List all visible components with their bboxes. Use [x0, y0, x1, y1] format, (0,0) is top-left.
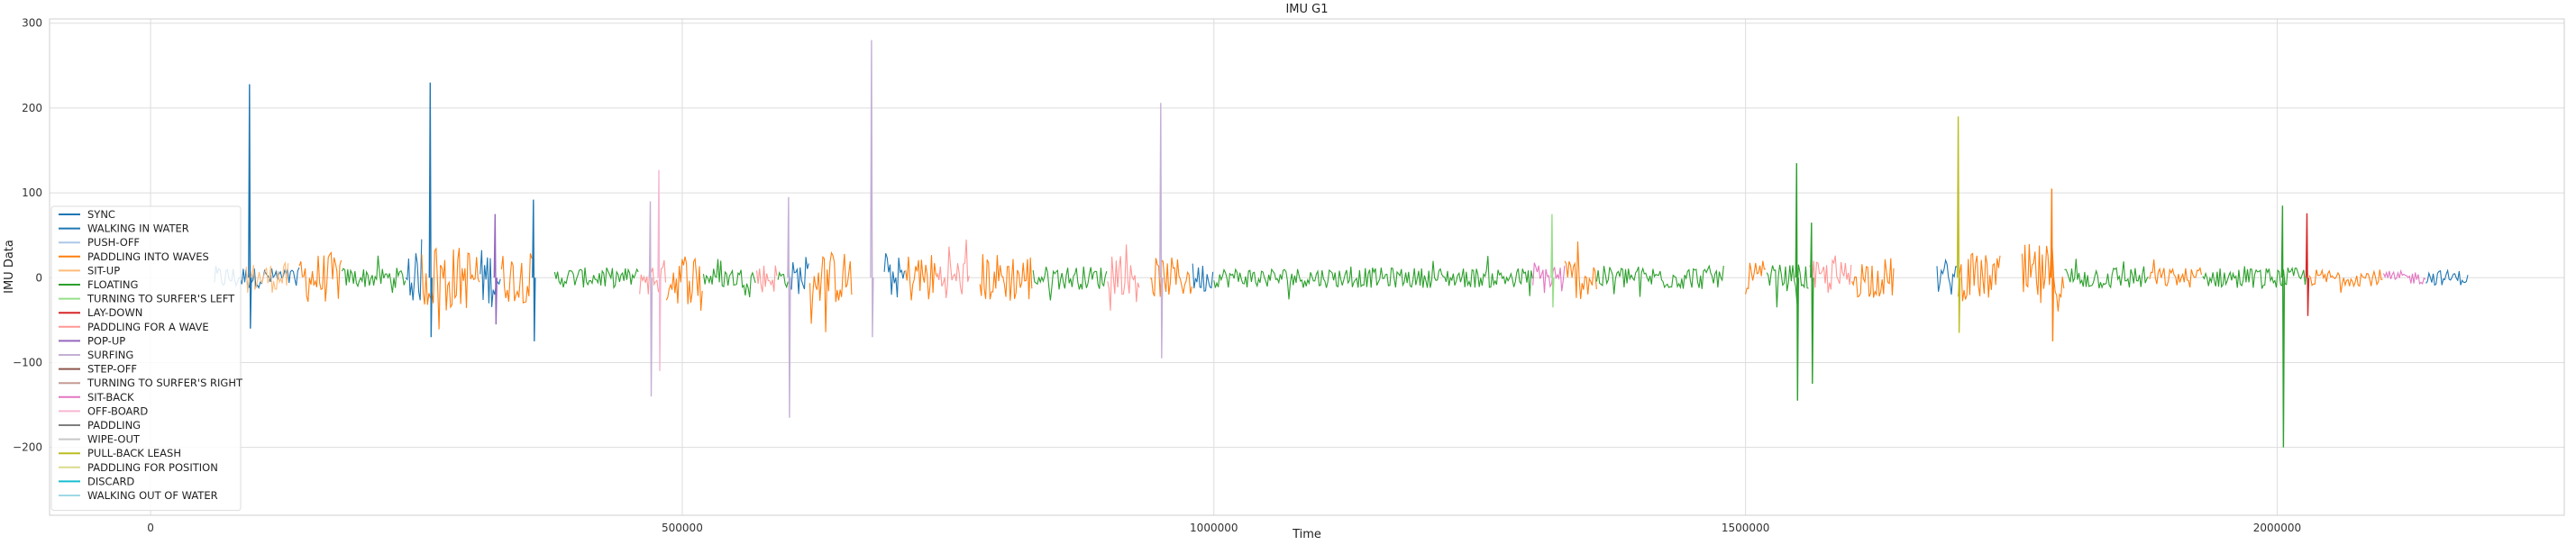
plot-frame	[49, 18, 2565, 516]
legend-label: PADDLING INTO WAVES	[87, 250, 209, 263]
series-segment-line	[1809, 255, 1852, 294]
series-segment-line	[755, 265, 778, 293]
y-tick-label: 100	[22, 186, 42, 199]
series-segment-line	[1107, 244, 1140, 311]
series-spike-line	[657, 169, 662, 371]
x-axis-label: Time	[1292, 528, 1321, 541]
series-segment-line	[2382, 268, 2426, 286]
y-tick-label: 300	[22, 17, 42, 30]
series-spike-line	[1795, 163, 1799, 401]
series-segment-line	[883, 253, 906, 298]
y-tick-label: −100	[13, 356, 42, 368]
series-segment-line	[905, 255, 938, 301]
legend-label: PULL-BACK LEASH	[87, 447, 181, 459]
series-segment-line	[1150, 257, 1192, 297]
series-spike-line	[1810, 223, 1814, 385]
y-axis-label: IMU Data	[3, 240, 16, 294]
legend-label: PADDLING FOR A WAVE	[87, 321, 209, 333]
legend-label: WALKING OUT OF WATER	[87, 489, 218, 502]
legend-label: PADDLING FOR POSITION	[87, 461, 218, 474]
legend-label: TURNING TO SURFER'S LEFT	[87, 293, 235, 305]
series-spike-line	[648, 201, 653, 397]
x-axis-ticks: 0 500000 1000000 1500000 2000000	[147, 522, 2301, 534]
legend-label: SIT-UP	[87, 264, 120, 277]
legend-label: PUSH-OFF	[87, 236, 140, 249]
legend-label: SYNC	[87, 208, 115, 221]
series-spike-line	[428, 82, 433, 338]
series-spike-line	[2050, 188, 2055, 341]
series-spike-line	[1956, 116, 1961, 333]
series-spike-line	[2280, 205, 2286, 448]
series-segment-line	[245, 260, 289, 294]
series-segment-line	[553, 267, 639, 289]
x-tick-label: 1500000	[1722, 522, 1769, 534]
series-segment-line	[979, 254, 1033, 301]
series-segment-line	[1958, 252, 2001, 302]
series-segment-line	[2149, 259, 2203, 288]
series-segment-line	[1564, 241, 1597, 299]
y-tick-label: 0	[35, 271, 42, 284]
series-segment-line	[405, 239, 423, 301]
legend-label: WIPE-OUT	[87, 433, 141, 446]
grid-lines	[50, 19, 2564, 515]
series-segment-line	[251, 267, 300, 289]
x-tick-label: 1000000	[1190, 522, 1238, 534]
x-tick-label: 500000	[662, 522, 703, 534]
legend-label: STEP-OFF	[87, 363, 137, 376]
series-segment-line	[1213, 256, 1533, 300]
series-segment-line	[936, 239, 970, 298]
series-segment-line	[808, 250, 853, 332]
series-segment-line	[702, 259, 756, 297]
series-segment-line	[2202, 266, 2309, 289]
y-axis-ticks: −200 −100 0 100 200 300	[13, 17, 42, 454]
series-segment-line	[1192, 263, 1214, 292]
legend-label: DISCARD	[87, 475, 134, 487]
legend-label: PADDLING	[87, 419, 141, 431]
series-spike-line	[1550, 213, 1555, 308]
series-segment-line	[1032, 266, 1108, 301]
legend-label: TURNING TO SURFER'S RIGHT	[87, 377, 243, 389]
series-segment-line	[1766, 264, 1809, 308]
y-tick-label: −200	[13, 441, 42, 454]
series-spike-line	[787, 196, 791, 418]
series-spike-line	[870, 40, 874, 338]
series-segment-line	[777, 270, 789, 289]
series-segment-line	[2308, 268, 2383, 293]
series-segment-line	[1851, 258, 1895, 298]
legend-label: LAY-DOWN	[87, 306, 142, 319]
legend-label: OFF-BOARD	[87, 404, 148, 417]
series-segment-line	[788, 257, 809, 295]
series-segment-line	[1745, 260, 1767, 295]
series-segment-line	[665, 256, 703, 311]
series-segment-line	[298, 250, 343, 302]
legend-label: POP-UP	[87, 334, 125, 347]
legend-label: SIT-BACK	[87, 391, 134, 404]
series-segment-line	[1936, 258, 1958, 295]
series-spike-line	[532, 199, 536, 341]
series-segment-line	[2064, 259, 2149, 289]
series-segment-line	[1595, 264, 1724, 297]
series-segment-line	[1532, 262, 1566, 294]
series-segment-line	[2425, 268, 2469, 286]
chart-title: IMU G1	[1285, 3, 1328, 16]
series-segment-line	[2021, 243, 2065, 312]
legend-box	[50, 205, 242, 512]
legend-label: WALKING IN WATER	[87, 223, 189, 235]
series-spike-line	[1159, 103, 1164, 359]
legend-label: FLOATING	[87, 278, 138, 291]
series-segment-line	[341, 255, 406, 294]
y-tick-label: 200	[22, 102, 42, 114]
x-tick-label: 0	[147, 522, 154, 534]
series-spike-line	[2305, 213, 2310, 316]
series-segment-line	[500, 253, 534, 304]
series-spike-line	[248, 84, 252, 329]
x-tick-label: 2000000	[2253, 522, 2301, 534]
legend-label: SURFING	[87, 349, 133, 361]
series-spike-line	[493, 213, 498, 325]
series-segment-line	[639, 259, 667, 295]
